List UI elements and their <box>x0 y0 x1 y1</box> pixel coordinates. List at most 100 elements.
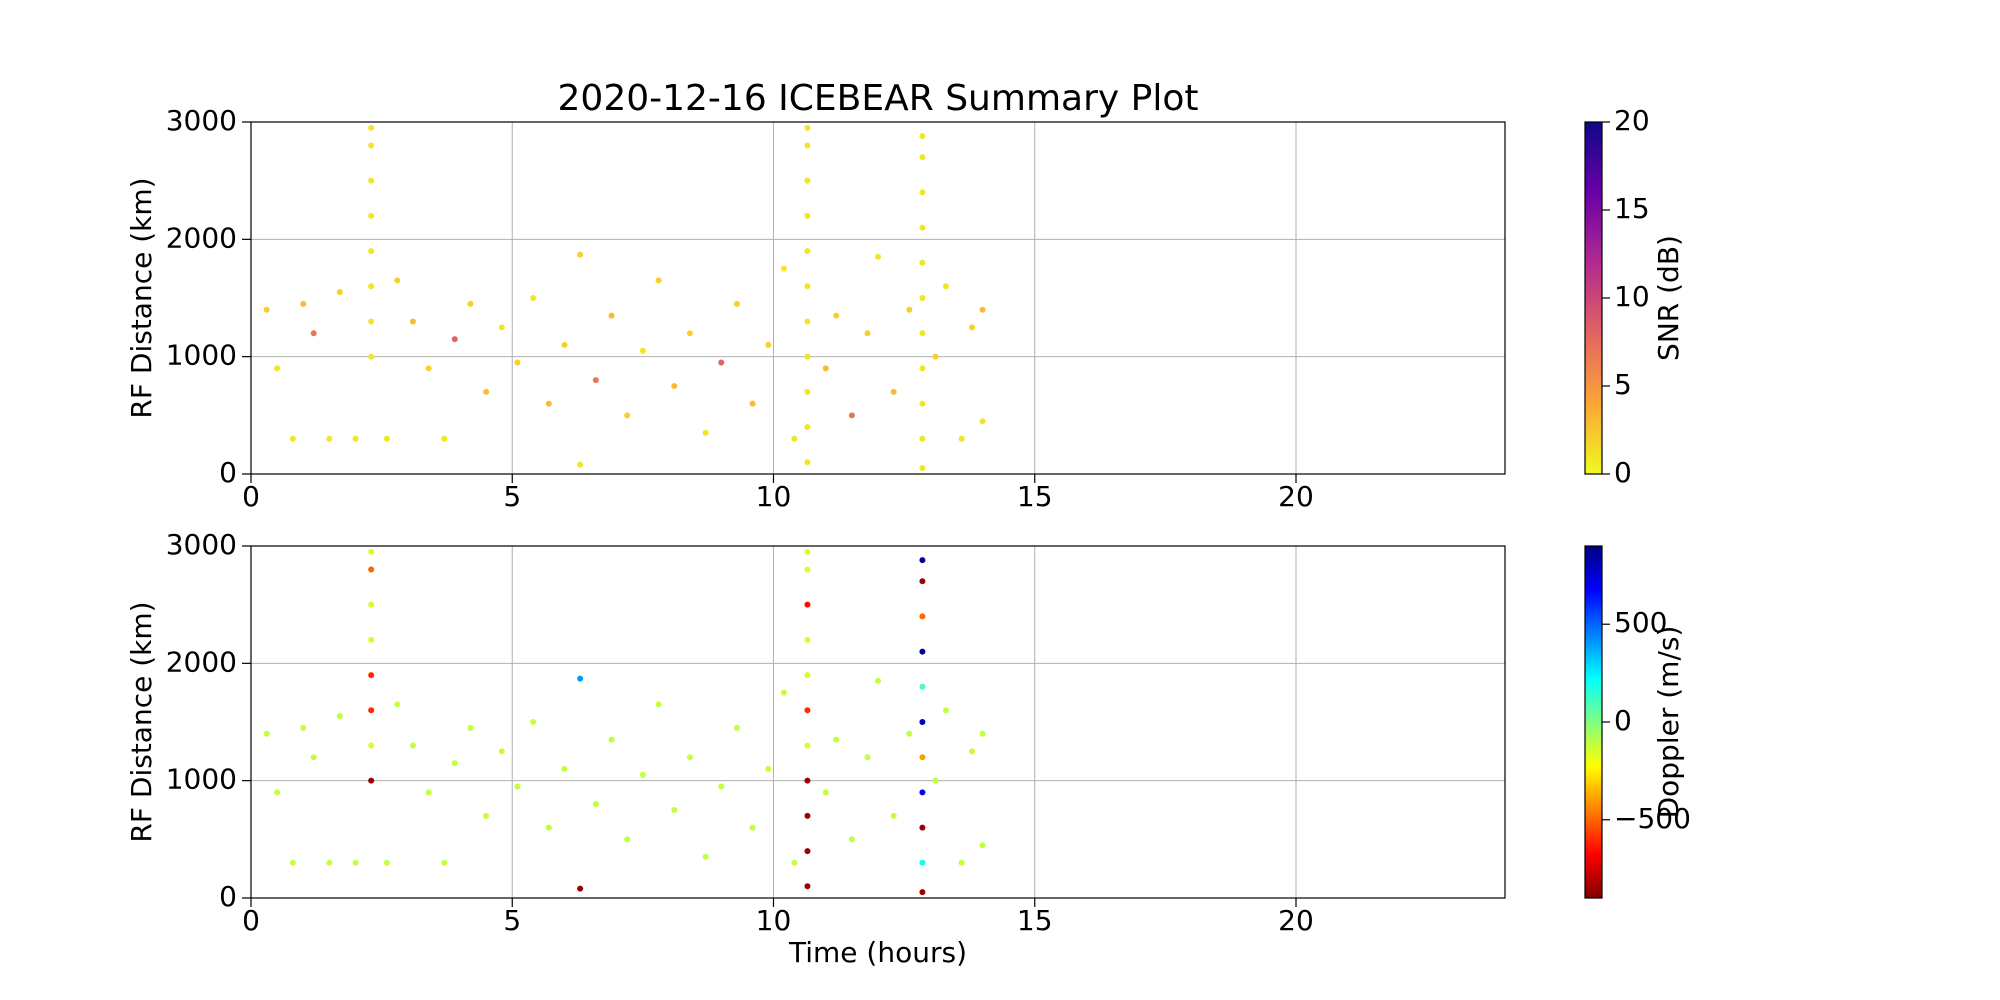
data-point <box>979 418 986 425</box>
data-point <box>289 435 296 442</box>
data-point <box>451 760 458 767</box>
data-point <box>919 189 926 196</box>
axes-frame <box>250 121 1506 475</box>
data-point <box>932 353 939 360</box>
data-point <box>498 748 505 755</box>
data-point <box>368 742 375 749</box>
data-point <box>718 783 725 790</box>
data-point <box>336 289 343 296</box>
data-point <box>368 142 375 149</box>
data-point <box>804 601 811 608</box>
data-point <box>383 435 390 442</box>
data-point <box>919 133 926 140</box>
data-point <box>289 859 296 866</box>
data-point <box>804 548 811 555</box>
data-point <box>958 435 965 442</box>
data-point <box>368 636 375 643</box>
data-point <box>639 347 646 354</box>
data-point <box>561 341 568 348</box>
data-point <box>671 383 678 389</box>
data-point <box>804 353 811 360</box>
data-point <box>655 277 662 284</box>
data-point <box>368 672 375 679</box>
data-point <box>326 859 333 866</box>
data-point <box>263 306 270 313</box>
data-point <box>919 683 926 690</box>
data-point <box>394 277 401 284</box>
data-point <box>383 859 390 866</box>
data-point <box>718 359 725 366</box>
data-point <box>804 424 811 431</box>
data-point <box>368 283 375 290</box>
data-point <box>577 461 584 468</box>
data-point <box>749 824 756 831</box>
data-point <box>804 318 811 325</box>
y-tick-label: 0 <box>219 456 237 489</box>
colorbar-tick-label: 500 <box>1614 606 1667 639</box>
data-point <box>890 812 897 819</box>
data-point <box>864 754 871 761</box>
data-point <box>368 124 375 131</box>
data-point <box>804 142 811 149</box>
axes-frame <box>250 545 1506 899</box>
data-point <box>804 248 811 255</box>
colorbar <box>1584 545 1603 899</box>
y-tick-label: 1000 <box>166 763 237 796</box>
data-point <box>919 613 926 620</box>
data-point <box>545 400 552 407</box>
data-point <box>979 730 986 737</box>
data-point <box>368 777 375 784</box>
data-point <box>942 707 949 714</box>
data-point <box>919 557 926 564</box>
data-point <box>804 672 811 679</box>
data-point <box>780 265 787 272</box>
data-point <box>875 253 881 260</box>
data-point <box>765 341 772 348</box>
data-point <box>336 713 343 720</box>
data-point <box>919 578 926 585</box>
data-point <box>368 318 375 325</box>
data-point <box>441 435 448 442</box>
data-point <box>608 736 615 743</box>
data-point <box>686 754 693 761</box>
data-point <box>608 312 615 319</box>
data-point <box>310 754 317 761</box>
data-point <box>822 365 829 372</box>
data-point <box>425 365 432 372</box>
y-tick-label: 2000 <box>166 221 237 254</box>
data-point <box>394 701 401 708</box>
data-point <box>942 283 949 290</box>
x-tick-label: 15 <box>1017 904 1053 937</box>
data-point <box>919 259 926 266</box>
data-point <box>848 412 855 419</box>
data-point <box>919 224 926 231</box>
data-point <box>425 789 432 796</box>
data-point <box>639 771 646 778</box>
data-point <box>702 429 709 436</box>
data-point <box>368 353 375 360</box>
data-point <box>979 842 986 849</box>
data-point <box>804 742 811 749</box>
data-point <box>592 377 599 384</box>
data-point <box>919 365 926 372</box>
colorbar-label: Doppler (m/s) <box>1652 626 1685 819</box>
data-point <box>352 859 359 866</box>
data-point <box>409 318 416 325</box>
data-point <box>969 324 976 331</box>
data-point <box>514 783 521 790</box>
x-axis-label: Time (hours) <box>788 936 967 969</box>
data-point <box>791 435 798 442</box>
data-point <box>686 330 693 337</box>
data-point <box>804 283 811 290</box>
data-point <box>804 212 811 219</box>
data-point <box>274 789 281 796</box>
data-point <box>804 636 811 643</box>
data-point <box>368 177 375 184</box>
x-tick-label: 15 <box>1017 480 1053 513</box>
data-point <box>864 330 871 337</box>
colorbar-label: SNR (dB) <box>1652 235 1685 361</box>
data-point <box>530 295 537 301</box>
data-point <box>932 777 939 784</box>
x-tick-label: 0 <box>242 904 260 937</box>
data-point <box>969 748 976 755</box>
